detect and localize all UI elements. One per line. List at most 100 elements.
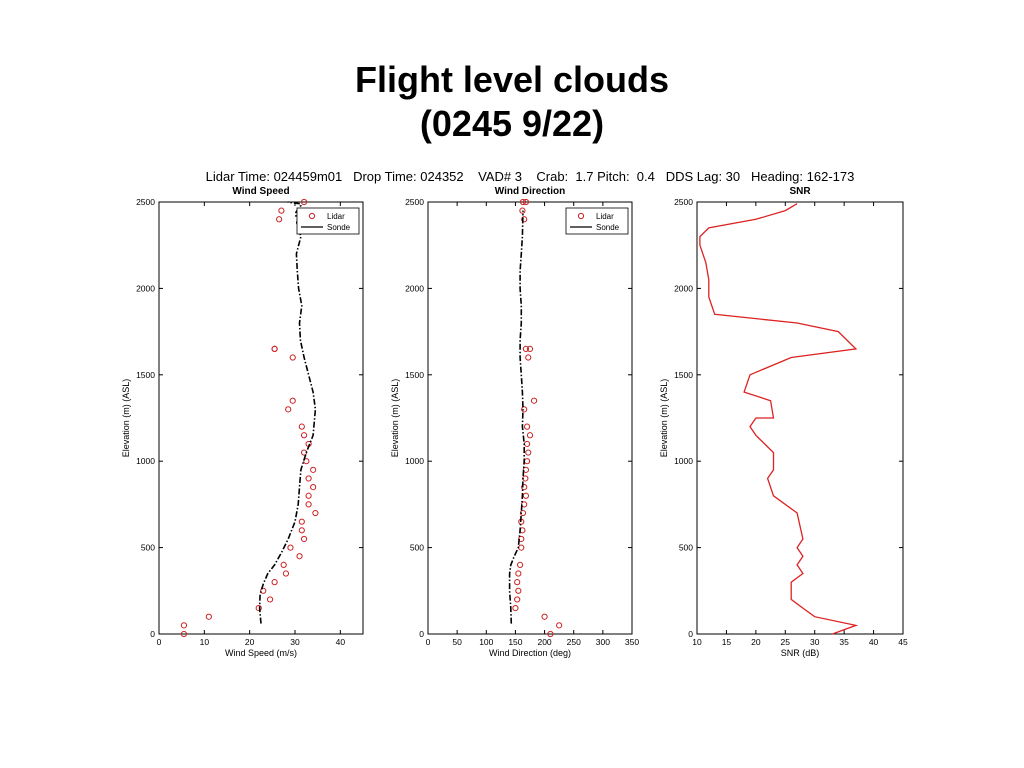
x-tick-label: 50 xyxy=(452,637,462,647)
lidar-point xyxy=(521,484,528,491)
lidar-point xyxy=(300,535,308,543)
y-axis-label: Elevation (m) (ASL) xyxy=(390,379,400,458)
lidar-point xyxy=(298,527,305,534)
lidar-point xyxy=(310,466,317,473)
lidar-point xyxy=(518,544,525,551)
y-tick-label: 500 xyxy=(410,543,424,553)
y-axis-label: Elevation (m) (ASL) xyxy=(659,379,669,458)
slide-title: Flight level clouds (0245 9/22) xyxy=(0,58,1024,146)
x-tick-label: 0 xyxy=(426,637,431,647)
y-tick-label: 0 xyxy=(688,629,693,639)
lidar-point xyxy=(298,423,305,430)
lidar-point xyxy=(276,216,283,223)
legend-label-sonde: Sonde xyxy=(596,223,620,232)
chart-title: Wind Direction xyxy=(495,186,565,197)
lidar-point xyxy=(180,622,188,629)
lidar-point xyxy=(310,484,317,491)
lidar-point xyxy=(312,509,319,517)
lidar-point xyxy=(260,587,267,594)
lidar-point xyxy=(541,613,548,620)
slide-title-line-2: (0245 9/22) xyxy=(419,103,605,144)
sonde-line xyxy=(258,201,317,624)
axes-box xyxy=(158,201,364,635)
lidar-point xyxy=(305,501,312,508)
lidar-point xyxy=(255,604,262,612)
legend-label-lidar: Lidar xyxy=(327,212,345,221)
legend-label-lidar: Lidar xyxy=(596,212,614,221)
y-tick-label: 1000 xyxy=(405,456,424,466)
lidar-point xyxy=(298,518,305,525)
lidar-point xyxy=(521,216,528,223)
x-tick-label: 40 xyxy=(336,637,346,647)
chart-title: Wind Speed xyxy=(232,186,289,197)
lidar-point xyxy=(296,553,303,560)
lidar-point xyxy=(547,630,554,638)
lidar-point xyxy=(289,397,296,404)
lidar-point xyxy=(282,570,290,577)
lidar-point xyxy=(271,345,278,352)
lidar-point xyxy=(523,440,531,448)
y-tick-label: 0 xyxy=(419,629,424,639)
x-tick-label: 30 xyxy=(290,637,300,647)
chart-wind-speed: Wind Speed 0 10 20 30 40 0 500 1000 1500 2000 2500 W… xyxy=(121,186,364,658)
lidar-point xyxy=(519,198,527,206)
lidar-point xyxy=(280,561,287,568)
lidar-point xyxy=(287,544,294,551)
lidar-point xyxy=(514,596,521,603)
lidar-point xyxy=(525,449,532,456)
x-tick-label: 100 xyxy=(479,637,493,647)
x-tick-label: 45 xyxy=(898,637,908,647)
legend: Lidar Sonde xyxy=(565,207,629,235)
y-tick-label: 2000 xyxy=(136,283,155,293)
lidar-point xyxy=(526,345,534,352)
lidar-point xyxy=(303,458,310,465)
lidar-point xyxy=(300,198,308,206)
chart-snr: SNR 10 15 20 25 30 35 40 45 0 500 1000 1500 2000 2500 S… xyxy=(659,186,908,658)
sonde-line xyxy=(508,210,526,624)
y-axis-label: Elevation (m) (ASL) xyxy=(121,379,131,458)
x-tick-label: 150 xyxy=(508,637,522,647)
legend: Lidar Sonde xyxy=(296,207,360,235)
lidar-header-info: Lidar Time: 024459m01 Drop Time: 024352 … xyxy=(205,169,855,184)
y-tick-label: 1000 xyxy=(674,456,693,466)
x-axis-label: Wind Direction (deg) xyxy=(489,648,571,658)
lidar-point xyxy=(526,432,534,439)
y-tick-label: 2000 xyxy=(674,283,693,293)
legend-label-sonde: Sonde xyxy=(327,223,351,232)
chart-wind-direction: Wind Direction 0 50 100 150 200 250 300 350 0 500 1… xyxy=(390,186,639,658)
lidar-point xyxy=(266,596,274,603)
x-axis-label: SNR (dB) xyxy=(781,648,820,658)
legend-lidar-marker xyxy=(308,212,316,220)
x-tick-label: 35 xyxy=(839,637,849,647)
y-tick-label: 500 xyxy=(141,543,155,553)
legend-lidar-marker xyxy=(577,212,585,220)
lidar-point xyxy=(285,406,292,413)
y-tick-label: 2500 xyxy=(136,197,155,207)
lidar-point xyxy=(523,423,531,430)
lidar-point xyxy=(305,475,312,482)
lidar-point xyxy=(522,345,530,352)
lidar-point xyxy=(525,354,532,361)
lidar-point xyxy=(515,587,522,594)
axes-box xyxy=(427,201,633,635)
lidar-point xyxy=(519,207,526,214)
lidar-point xyxy=(512,604,519,612)
lidar-point xyxy=(519,509,527,517)
lidar-point xyxy=(522,466,530,473)
x-tick-label: 200 xyxy=(537,637,551,647)
x-tick-label: 300 xyxy=(596,637,610,647)
legend-box xyxy=(565,207,629,235)
lidar-point xyxy=(521,406,528,413)
lidar-point xyxy=(289,354,296,361)
legend-box xyxy=(296,207,360,235)
chart-title: SNR xyxy=(789,186,811,197)
y-tick-label: 1500 xyxy=(405,370,424,380)
y-tick-label: 2500 xyxy=(405,197,424,207)
axes-box xyxy=(696,201,904,635)
lidar-point xyxy=(278,207,285,214)
y-tick-label: 2500 xyxy=(674,197,693,207)
x-tick-label: 15 xyxy=(722,637,732,647)
y-tick-label: 1000 xyxy=(136,456,155,466)
slide-title-line-1: Flight level clouds xyxy=(354,59,670,100)
x-axis-label: Wind Speed (m/s) xyxy=(225,648,297,658)
